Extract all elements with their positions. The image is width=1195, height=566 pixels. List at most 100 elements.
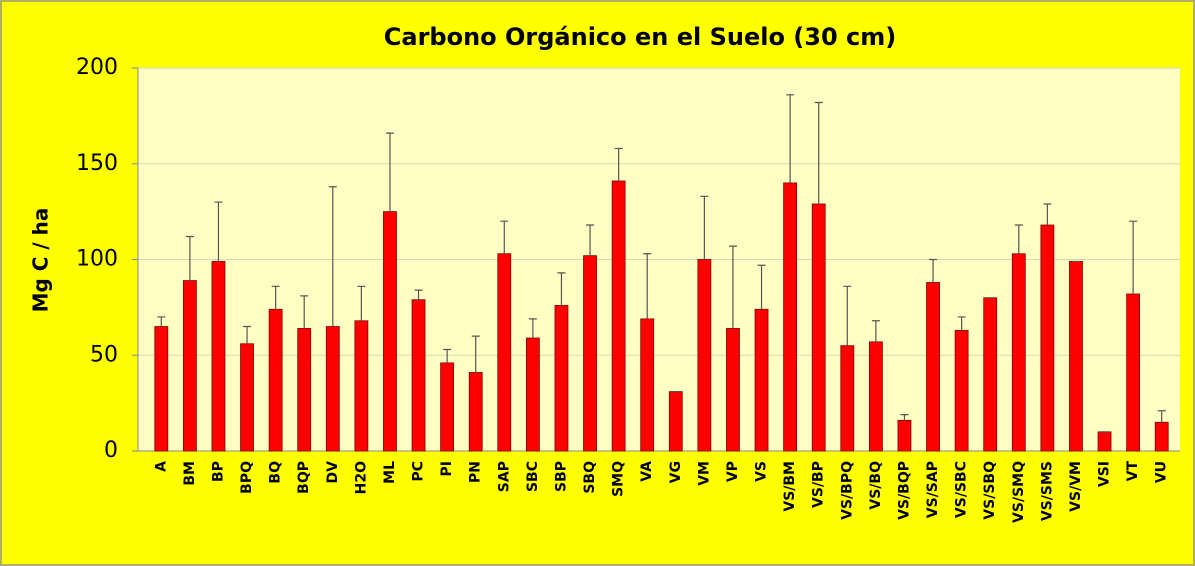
bar <box>840 345 855 452</box>
bar <box>783 182 798 452</box>
error-bar <box>643 253 652 319</box>
bar <box>297 328 312 452</box>
x-tick-label: VS/SMS <box>1039 461 1055 521</box>
bar <box>468 372 483 452</box>
error-bar <box>900 414 909 421</box>
y-tick-label: 150 <box>76 151 118 176</box>
error-bar <box>728 245 737 329</box>
x-tick-label: VS/BP <box>811 461 827 508</box>
bar <box>640 318 655 452</box>
error-bar <box>757 264 766 310</box>
error-bar <box>243 325 252 344</box>
bar <box>754 308 769 452</box>
bar <box>354 320 369 452</box>
error-bar <box>300 295 309 329</box>
bar <box>411 299 426 452</box>
error-bar <box>185 235 194 281</box>
error-bar <box>328 186 337 327</box>
x-tick-label: VS/BQP <box>896 461 912 520</box>
x-tick-label: SBC <box>525 461 541 492</box>
y-tick-label: 0 <box>104 438 118 463</box>
y-tick-label: 100 <box>76 247 118 272</box>
bar <box>525 337 540 452</box>
x-tick-label: VP <box>725 461 741 482</box>
x-tick-label: H2O <box>353 461 369 494</box>
x-tick-label: SMQ <box>611 461 627 497</box>
bar <box>697 259 712 452</box>
x-tick-label: VS/VM <box>1068 461 1084 512</box>
x-tick-label: BQP <box>296 461 312 494</box>
x-tick-label: VS/BPQ <box>839 461 855 520</box>
chart-title: Carbono Orgánico en el Suelo (30 cm) <box>384 23 896 51</box>
error-bar <box>471 335 480 373</box>
x-tick-label: VT <box>1125 461 1141 482</box>
y-axis-label: Mg C / ha <box>29 208 53 313</box>
y-tick-label: 50 <box>90 342 118 367</box>
error-bar <box>214 201 223 262</box>
x-tick-label: VG <box>668 461 684 483</box>
error-bar <box>1014 224 1023 254</box>
error-bar <box>814 101 823 204</box>
x-tick-label: VS/SBQ <box>982 461 998 520</box>
x-tick-label: VS <box>754 461 770 482</box>
bar <box>240 343 254 452</box>
bar <box>668 391 683 452</box>
x-tick-label: VS/SAP <box>925 461 941 518</box>
bar <box>983 297 998 452</box>
x-tick-label: BP <box>210 461 226 482</box>
bar <box>1097 431 1112 452</box>
error-bar <box>443 348 452 363</box>
x-tick-label: VSI <box>1097 461 1113 487</box>
error-bar <box>614 147 623 181</box>
x-tick-label: DV <box>325 461 341 484</box>
x-tick-label: VS/SBC <box>954 461 970 518</box>
bar <box>554 305 569 452</box>
x-tick-label: A <box>153 461 169 472</box>
error-bar <box>500 220 509 254</box>
y-tick-label: 200 <box>76 55 118 80</box>
x-tick-label: VA <box>639 461 655 482</box>
x-tick-label: SAP <box>496 461 512 492</box>
bar <box>497 253 512 452</box>
error-bar <box>700 195 709 260</box>
error-bar <box>528 318 537 339</box>
bar <box>268 308 283 452</box>
error-bar <box>1129 220 1138 294</box>
error-bar <box>1157 410 1166 423</box>
x-tick-label: SBP <box>553 461 569 492</box>
x-tick-label: VS/BM <box>782 461 798 512</box>
bar <box>954 329 969 452</box>
x-tick-label: VS/BQ <box>868 461 884 510</box>
x-tick-label: VS/SMQ <box>1011 461 1027 523</box>
bar <box>182 280 197 452</box>
bar <box>897 419 912 452</box>
error-bar <box>414 289 423 300</box>
bar <box>440 362 455 452</box>
bar <box>583 255 597 452</box>
bar <box>211 261 226 452</box>
bar <box>1126 293 1141 452</box>
error-bar <box>929 258 938 283</box>
error-bar <box>586 224 595 256</box>
bar <box>325 326 340 452</box>
error-bar <box>843 285 852 346</box>
bar <box>1040 224 1055 452</box>
bar <box>1011 253 1026 452</box>
x-tick-label: PN <box>468 461 484 483</box>
error-bar <box>1043 203 1052 226</box>
x-tick-label: SBQ <box>582 461 598 494</box>
bar <box>1069 261 1083 452</box>
error-bar <box>786 94 795 183</box>
error-bar <box>271 285 280 310</box>
x-tick-label: VM <box>696 461 712 486</box>
bar <box>383 211 397 452</box>
x-tick-label: BQ <box>268 461 284 484</box>
error-bar <box>385 132 394 212</box>
bar <box>611 180 626 452</box>
bar <box>811 203 826 452</box>
x-tick-label: BPQ <box>239 461 255 494</box>
bar <box>154 326 169 452</box>
x-tick-label: VU <box>1154 461 1170 483</box>
